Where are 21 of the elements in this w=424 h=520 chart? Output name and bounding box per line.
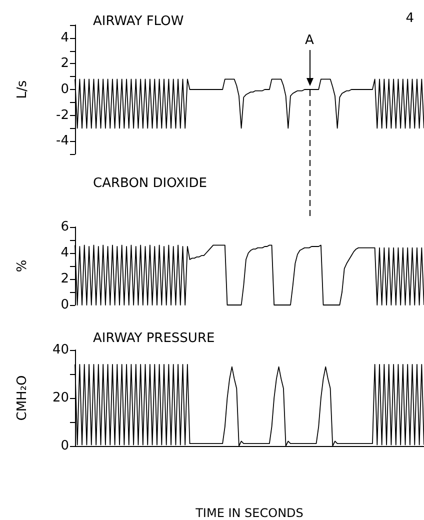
y-tick-label: 6 — [60, 220, 69, 234]
y-axis-title: % — [15, 260, 30, 272]
y-tick-label: 2 — [60, 272, 69, 286]
y-tick-label: 4 — [60, 246, 69, 260]
chart-title: CARBON DIOXIDE — [93, 176, 207, 191]
chart-title: AIRWAY FLOW — [93, 14, 184, 29]
y-tick-label: 40 — [52, 342, 69, 358]
y-axis-title: CMH₂O — [15, 375, 30, 421]
y-tick-label: 2 — [60, 56, 69, 72]
chart-title: AIRWAY PRESSURE — [93, 331, 215, 346]
annotation: A — [305, 33, 314, 48]
y-tick-label: -2 — [56, 108, 69, 123]
y-tick-label: 0 — [60, 82, 69, 97]
y-tick-label: 0 — [60, 438, 69, 454]
y-axis-title: L/s — [15, 80, 30, 99]
y-tick-label: 4 — [60, 30, 69, 46]
x-axis-title: TIME IN SECONDS — [194, 506, 304, 520]
y-tick-label: 0 — [60, 298, 69, 312]
y-tick-label: 20 — [52, 390, 69, 406]
annotation: 4 — [406, 11, 414, 26]
y-tick-label: -4 — [56, 134, 69, 149]
